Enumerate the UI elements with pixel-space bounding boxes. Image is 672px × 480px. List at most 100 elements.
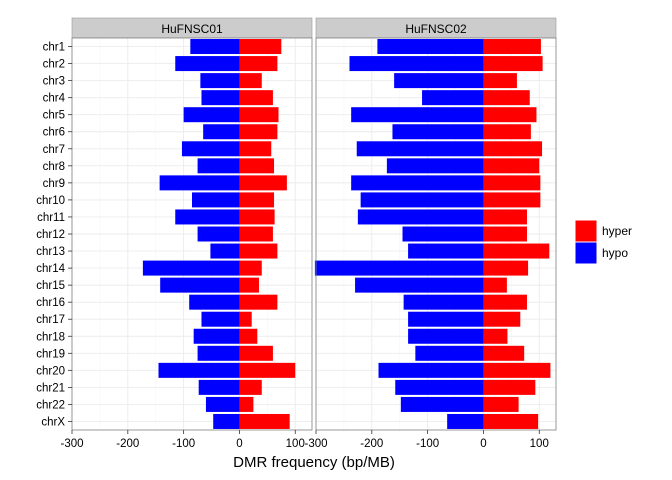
x-tick-label: 100 [530,438,549,450]
bar-hypo-chr19 [415,345,484,361]
bar-hyper-chr22 [483,396,519,412]
bar-hypo-chr4 [422,90,484,106]
y-tick-label-chr17: chr17 [36,314,65,326]
y-tick-label-chr9: chr9 [43,178,65,190]
bar-hypo-chr12 [197,226,240,242]
x-tick-label: -300 [304,438,327,450]
panel-hufnsc02: HuFNSC02 -300 -200 -100 0 100 [304,17,557,450]
bar-hyper-chr17 [483,311,521,327]
bar-hyper-chr18 [239,328,258,344]
bar-hyper-chr15 [483,277,507,293]
bar-hypo-chr1 [377,39,484,55]
bar-hypo-chr17 [201,311,240,327]
bar-hypo-chr12 [402,226,484,242]
bar-hypo-chr17 [408,311,484,327]
y-tick-label-chr5: chr5 [43,110,65,122]
bar-hypo-chr19 [197,345,240,361]
y-tick-label-chr14: chr14 [36,263,65,275]
bar-hypo-chr22 [205,396,240,412]
y-tick-label-chr12: chr12 [36,229,65,241]
x-tick-label: -200 [360,438,383,450]
bar-hyper-chr13 [239,243,278,259]
y-tick-label-chr22: chr22 [36,399,65,411]
bar-hyper-chr11 [483,209,527,225]
y-tick-label-chr21: chr21 [36,382,65,394]
bar-hyper-chr5 [239,107,279,123]
bar-hyper-chr12 [239,226,273,242]
y-tick-label-chr6: chr6 [43,127,65,139]
bar-hypo-chrX [447,413,484,429]
bar-hyper-chr22 [239,396,254,412]
bar-hyper-chr8 [483,158,540,174]
bar-hypo-chr14 [142,260,240,276]
bar-hyper-chr6 [483,124,531,140]
bar-hypo-chr16 [189,294,240,310]
panel-hufnsc01: HuFNSC01 -300 -200 -100 0 100 [60,17,313,450]
bar-hypo-chr7 [181,141,240,157]
bar-hypo-chr14 [314,260,484,276]
bar-hyper-chr14 [239,260,262,276]
bar-hyper-chrX [239,413,290,429]
legend-label-hyper: hyper [602,224,632,238]
y-tick-label-chrX: chrX [41,416,65,428]
y-tick-label-chr16: chr16 [36,297,65,309]
y-tick-label-chr7: chr7 [43,144,65,156]
x-tick-label: 0 [480,438,486,450]
bar-hypo-chr2 [175,56,240,72]
bar-hyper-chr7 [483,141,543,157]
facet-panels: HuFNSC01 -300 -200 -100 0 100 HuFNSC02 -300 -200… [60,17,557,450]
bar-hypo-chr3 [200,73,240,89]
bar-hypo-chr21 [198,379,240,395]
bar-hypo-chr10 [360,192,484,208]
bar-hypo-chr16 [403,294,484,310]
bar-hypo-chr21 [395,379,484,395]
bar-hypo-chr9 [159,175,240,191]
y-tick-label-chr4: chr4 [43,93,66,105]
bar-hypo-chr9 [351,175,484,191]
bar-hypo-chr8 [386,158,484,174]
bar-hyper-chr16 [239,294,278,310]
bar-hyper-chr5 [483,107,537,123]
y-tick-label-chr20: chr20 [36,365,65,377]
bar-hypo-chr18 [408,328,484,344]
bar-hypo-chr13 [210,243,240,259]
bar-hyper-chr8 [239,158,275,174]
bar-hyper-chr3 [483,73,517,89]
x-tick-label: -100 [416,438,439,450]
bar-hyper-chr21 [239,379,262,395]
y-tick-label-chr2: chr2 [43,59,65,71]
bar-hypo-chr20 [158,362,240,378]
panel-title: HuFNSC02 [405,22,467,36]
bar-hyper-chr17 [239,311,252,327]
bar-hypo-chr4 [201,90,240,106]
y-tick-label-chr11: chr11 [37,212,65,224]
legend-key-hyper [574,219,598,243]
bar-hypo-chr20 [378,362,484,378]
bar-hypo-chr7 [356,141,484,157]
y-axis: chr1 chr2 chr3 chr4 chr5 chr6 chr7 chr8 chr9 chr1… [36,42,72,428]
bar-hypo-chr6 [392,124,484,140]
bar-hypo-chr3 [394,73,484,89]
bar-hyper-chr13 [483,243,550,259]
bar-hyper-chr2 [483,56,543,72]
bar-hyper-chr10 [483,192,541,208]
legend-key-hypo [574,241,598,265]
bar-hypo-chr6 [203,124,240,140]
bar-hypo-chr1 [190,39,240,55]
bar-hypo-chr15 [160,277,240,293]
bar-hypo-chr5 [351,107,484,123]
bar-hyper-chr16 [483,294,527,310]
x-axis-title: DMR frequency (bp/MB) [233,454,395,471]
bar-hypo-chr5 [183,107,240,123]
bar-hypo-chr18 [193,328,240,344]
bar-hyper-chr7 [239,141,272,157]
y-tick-label-chr10: chr10 [36,195,65,207]
y-tick-label-chr8: chr8 [43,161,65,173]
panel-border [315,37,557,431]
bar-hyper-chrX [483,413,539,429]
bar-hypo-chr11 [357,209,484,225]
bar-hypo-chr15 [355,277,484,293]
x-tick-label: -300 [60,438,83,450]
bar-hyper-chr1 [239,39,282,55]
bar-hyper-chr14 [483,260,529,276]
